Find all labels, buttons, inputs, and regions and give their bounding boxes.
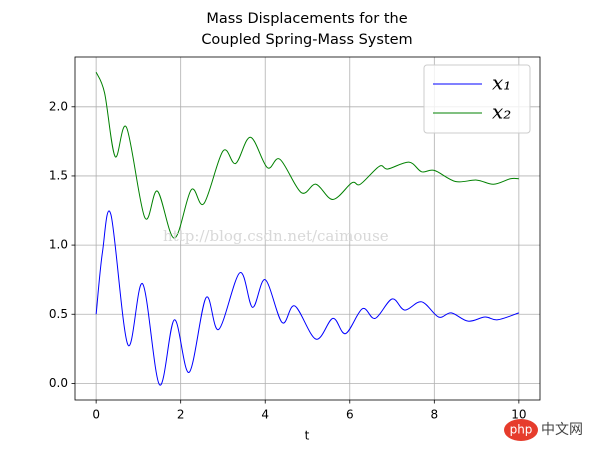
watermark: http://blog.csdn.net/caimouse — [163, 227, 389, 245]
x-tick-label: 2 — [177, 408, 185, 422]
legend-frame — [423, 64, 531, 134]
line — [95, 210, 520, 386]
axes-frame — [74, 56, 541, 401]
chart-title: Coupled Spring-Mass System — [201, 32, 412, 48]
logo-badge — [504, 419, 538, 441]
y-tick-label: 0.0 — [49, 376, 68, 390]
logo-text: 中文网 — [541, 422, 583, 438]
x-tick-label: 8 — [430, 408, 438, 422]
y-tick-label: 2.0 — [49, 99, 68, 113]
legend-label: x₁ — [492, 71, 511, 95]
line — [95, 72, 519, 239]
chart-title: Mass Displacements for the — [206, 11, 407, 27]
x-axis-label: t — [305, 429, 310, 443]
plot-area — [95, 72, 520, 386]
logo: php 中文网 — [504, 419, 583, 441]
y-tick-label: 1.0 — [49, 238, 68, 252]
logo-text: php — [510, 423, 533, 437]
x-tick-label: 0 — [92, 408, 100, 422]
y-tick-label: 1.5 — [49, 168, 68, 182]
legend: x₁ x₂ — [423, 64, 531, 134]
y-tick-label: 0.5 — [49, 307, 68, 321]
legend-label: x₂ — [492, 100, 511, 124]
x-tick-label: 10 — [511, 408, 526, 422]
x-tick-label: 6 — [346, 408, 354, 422]
x-tick-label: 4 — [261, 408, 269, 422]
